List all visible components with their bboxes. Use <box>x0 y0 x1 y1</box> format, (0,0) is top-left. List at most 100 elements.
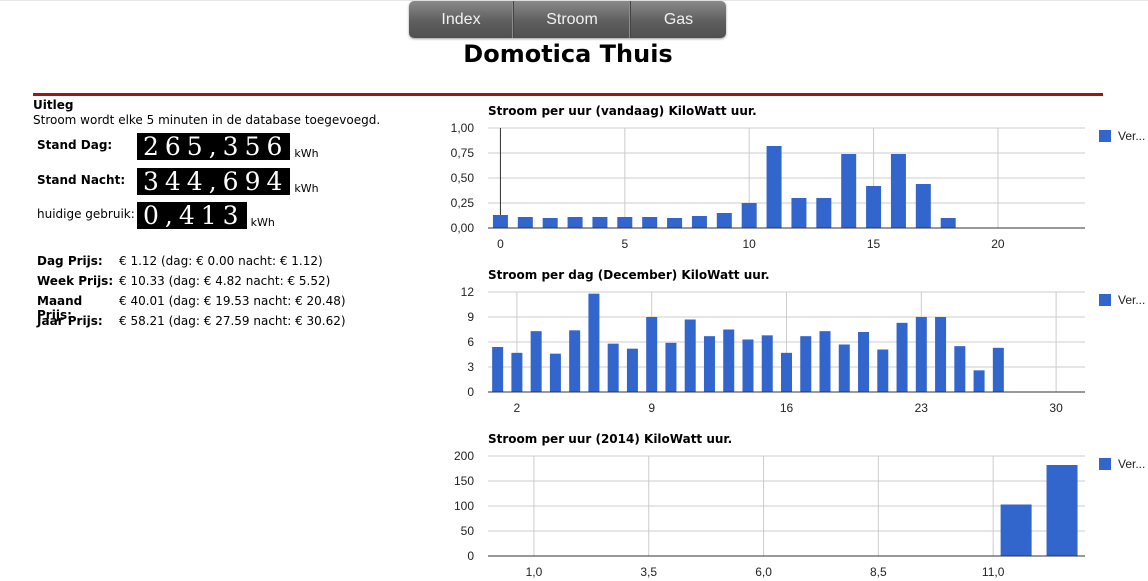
price-row: Dag Prijs: € 1.12 (dag: € 0.00 nacht: € … <box>37 254 346 274</box>
bar[interactable] <box>973 370 985 392</box>
bar[interactable] <box>992 347 1004 392</box>
bar[interactable] <box>691 216 707 228</box>
bar[interactable] <box>549 353 561 392</box>
price-value: € 58.21 (dag: € 27.59 nacht: € 30.62) <box>119 314 346 328</box>
bar[interactable] <box>667 218 683 228</box>
price-label: Dag Prijs: <box>37 254 103 268</box>
x-tick-label: 5 <box>621 237 628 251</box>
bar[interactable] <box>800 336 812 392</box>
legend-label[interactable]: Ver... <box>1118 129 1145 143</box>
bar[interactable] <box>588 293 600 392</box>
y-tick-label: 100 <box>454 499 474 513</box>
meter-stand-dag: Stand Dag: 265,356 kWh <box>37 133 319 161</box>
bar[interactable] <box>761 335 773 392</box>
nav-gas[interactable]: Gas <box>663 11 694 28</box>
meter-display: 0,413 <box>137 202 247 230</box>
bar[interactable] <box>858 332 870 392</box>
bar[interactable] <box>940 218 956 228</box>
page-title: Domotica Thuis <box>463 40 673 68</box>
x-tick-label: 16 <box>780 401 794 415</box>
y-tick-label: 0,25 <box>451 196 475 210</box>
uitleg-heading: Uitleg <box>33 98 74 112</box>
bar[interactable] <box>530 331 542 392</box>
meter-unit: kWh <box>250 216 275 229</box>
legend-swatch <box>1099 130 1111 142</box>
meter-display: 344,694 <box>137 168 291 196</box>
bar[interactable] <box>492 215 508 228</box>
price-row: Week Prijs: € 10.33 (dag: € 4.82 nacht: … <box>37 274 346 294</box>
bar[interactable] <box>703 336 715 392</box>
bar[interactable] <box>723 329 735 393</box>
chart-uur-vandaag: 0,00 0,25 0,50 0,75 1,00 0 5 10 15 20 Ver... <box>451 121 1146 251</box>
y-tick-label: 0 <box>467 549 474 563</box>
x-tick-label: 6,0 <box>755 565 772 579</box>
bar[interactable] <box>816 198 832 228</box>
y-tick-label: 12 <box>461 285 475 299</box>
bar[interactable] <box>838 344 850 393</box>
y-tick-label: 0,50 <box>451 171 475 185</box>
y-tick-label: 6 <box>467 335 474 349</box>
bar[interactable] <box>626 348 638 392</box>
bar[interactable] <box>890 154 906 228</box>
x-tick-label: 3,5 <box>640 565 657 579</box>
bar[interactable] <box>1046 465 1078 556</box>
y-tick-label: 50 <box>461 524 475 538</box>
price-label: Week Prijs: <box>37 274 114 288</box>
bar[interactable] <box>791 198 807 228</box>
bar[interactable] <box>915 184 931 228</box>
bar[interactable] <box>716 213 732 228</box>
legend-label[interactable]: Ver... <box>1118 293 1145 307</box>
legend-swatch <box>1099 294 1111 306</box>
bar[interactable] <box>542 218 558 228</box>
x-tick-label: 1,0 <box>526 565 543 579</box>
x-tick-label: 8,5 <box>870 565 887 579</box>
bar[interactable] <box>592 217 608 228</box>
bar[interactable] <box>1000 504 1032 557</box>
uitleg-text: Stroom wordt elke 5 minuten in de databa… <box>33 113 381 127</box>
bar[interactable] <box>741 203 757 228</box>
bar[interactable] <box>492 347 504 392</box>
price-label: Maand Prijs: <box>37 294 83 322</box>
bar[interactable] <box>665 342 677 392</box>
info-panel: Uitleg Stroom wordt elke 5 minuten in de… <box>33 96 433 328</box>
bar[interactable] <box>642 217 658 228</box>
x-tick-label: 2 <box>514 401 521 415</box>
meter-unit: kWh <box>294 182 319 195</box>
chart-title-uur-2014: Stroom per uur (2014) KiloWatt uur. <box>488 432 733 446</box>
bar[interactable] <box>819 331 831 392</box>
bar[interactable] <box>511 352 523 392</box>
bar[interactable] <box>569 330 581 392</box>
y-tick-label: 150 <box>454 474 474 488</box>
bar[interactable] <box>841 154 857 228</box>
bar[interactable] <box>766 146 782 228</box>
bar[interactable] <box>935 317 947 392</box>
price-value: € 10.33 (dag: € 4.82 nacht: € 5.52) <box>119 274 331 288</box>
meter-label: huidige gebruik: <box>37 207 135 221</box>
bar[interactable] <box>607 343 619 392</box>
y-tick-label: 9 <box>467 310 474 324</box>
price-row: Jaar Prijs: € 58.21 (dag: € 27.59 nacht:… <box>37 314 346 334</box>
price-value: € 40.01 (dag: € 19.53 nacht: € 20.48) <box>119 294 346 308</box>
legend-swatch <box>1099 458 1111 470</box>
bar[interactable] <box>646 317 658 392</box>
bar[interactable] <box>877 349 889 393</box>
bar[interactable] <box>866 186 882 228</box>
bar[interactable] <box>915 317 927 392</box>
nav-index[interactable]: Index <box>409 1 514 38</box>
meter-stand-nacht: Stand Nacht: 344,694 kWh <box>37 168 319 196</box>
x-tick-label: 11,0 <box>982 565 1005 579</box>
bar[interactable] <box>781 352 792 392</box>
bar[interactable] <box>617 217 633 228</box>
bar[interactable] <box>684 319 696 393</box>
bar[interactable] <box>896 322 908 392</box>
bar[interactable] <box>954 346 966 392</box>
y-tick-label: 3 <box>467 360 474 374</box>
main-nav: Index Stroom Gas <box>409 1 726 38</box>
bar[interactable] <box>517 217 533 228</box>
bar[interactable] <box>567 217 583 228</box>
nav-stroom[interactable]: Stroom <box>514 1 631 38</box>
bar[interactable] <box>742 339 754 393</box>
legend-label[interactable]: Ver... <box>1118 457 1145 471</box>
chart-uur-2014: 0 50 100 150 200 1,0 3,5 6,0 8,5 11,0 Ver... <box>454 449 1145 579</box>
x-tick-label: 30 <box>1049 401 1063 415</box>
